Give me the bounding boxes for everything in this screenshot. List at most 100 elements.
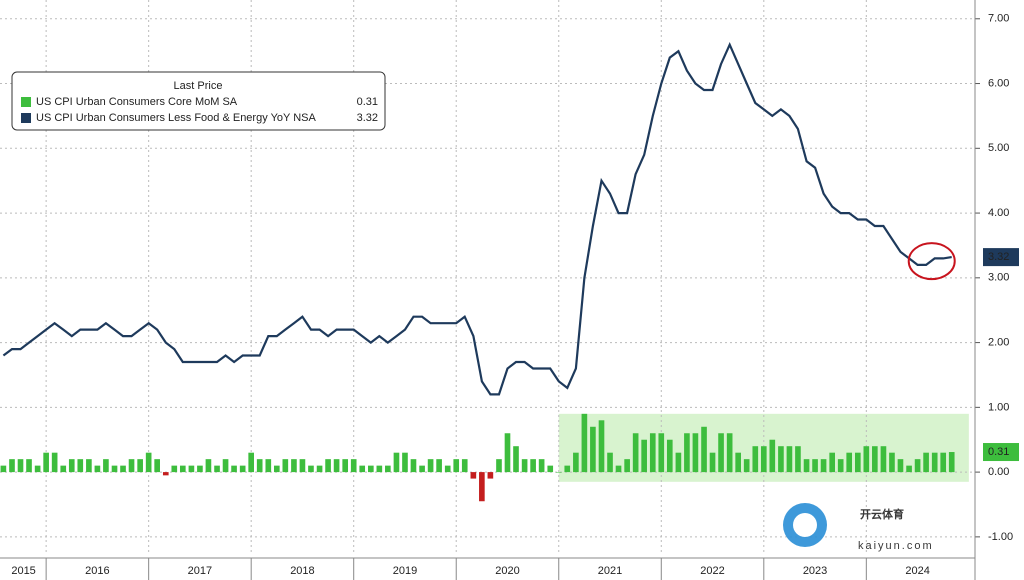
- bar: [461, 459, 468, 473]
- x-tick-label: 2020: [495, 565, 519, 577]
- bar: [854, 452, 861, 473]
- bar: [359, 465, 366, 473]
- bar: [86, 459, 92, 473]
- bar: [931, 452, 938, 473]
- bar: [188, 465, 195, 473]
- bar: [778, 446, 784, 473]
- bar: [222, 459, 229, 473]
- bar: [564, 465, 571, 473]
- bar: [385, 465, 391, 473]
- bar: [632, 433, 639, 473]
- bar: [701, 426, 707, 473]
- bar: [154, 459, 160, 473]
- y-tick-label: 2.00: [988, 336, 1009, 348]
- bar: [316, 465, 323, 473]
- bar: [658, 433, 665, 473]
- bar: [265, 459, 272, 473]
- bar: [829, 452, 836, 473]
- bar: [803, 459, 810, 473]
- bar: [837, 459, 844, 473]
- bar: [752, 446, 759, 473]
- x-tick-label: 2023: [803, 565, 827, 577]
- bar: [248, 452, 255, 473]
- bar: [333, 459, 340, 473]
- bar: [530, 459, 536, 473]
- bar: [43, 452, 49, 473]
- bar: [923, 452, 929, 473]
- legend: Last Price US CPI Urban Consumers Core Mo…: [11, 71, 386, 131]
- value-tag-label: 3.32: [988, 251, 1009, 263]
- bar: [718, 433, 724, 473]
- y-tick-label: 7.00: [988, 13, 1009, 25]
- bar: [291, 459, 297, 473]
- y-tick-label: 1.00: [988, 401, 1009, 413]
- bar: [111, 465, 118, 473]
- bar: [282, 459, 289, 473]
- bar: [521, 459, 528, 473]
- bar: [0, 465, 7, 473]
- bar: [470, 472, 477, 479]
- bar: [145, 452, 152, 473]
- bar: [77, 459, 84, 473]
- bar: [846, 452, 853, 473]
- x-tick-label: 2021: [598, 565, 622, 577]
- bar: [684, 433, 690, 473]
- bar: [820, 459, 827, 473]
- bar: [872, 446, 878, 473]
- bar: [419, 465, 425, 473]
- y-tick-label: 4.00: [988, 207, 1009, 219]
- bar: [205, 459, 212, 473]
- x-tick-label: 2018: [290, 565, 314, 577]
- bar: [641, 439, 647, 473]
- bar: [17, 459, 24, 473]
- bar: [487, 472, 494, 479]
- line: [2, 41, 952, 396]
- bar: [906, 465, 912, 473]
- bar: [120, 465, 126, 473]
- y-tick-label: 6.00: [988, 77, 1009, 89]
- bar: [812, 459, 818, 473]
- bar: [162, 472, 169, 476]
- bar: [590, 426, 596, 473]
- bar: [940, 452, 947, 473]
- watermark-logo-inner: [793, 513, 817, 537]
- bar: [795, 446, 801, 473]
- legend-swatch: [21, 97, 31, 107]
- x-tick-label: 2024: [905, 565, 929, 577]
- bar: [743, 459, 750, 473]
- bar: [436, 459, 442, 473]
- bar: [197, 465, 203, 473]
- bar: [350, 459, 357, 473]
- bar: [214, 465, 220, 473]
- bar: [573, 452, 579, 473]
- bar: [914, 459, 921, 473]
- bar: [128, 459, 135, 473]
- bar: [615, 465, 622, 473]
- bar: [880, 446, 887, 473]
- bar: [325, 459, 331, 473]
- bar: [692, 433, 699, 473]
- bar: [393, 452, 400, 473]
- bar: [786, 446, 793, 473]
- value-tag: [983, 443, 1019, 462]
- bar: [760, 446, 767, 473]
- bar: [496, 459, 502, 473]
- legend-value: 0.31: [357, 96, 378, 108]
- bar: [256, 459, 263, 473]
- bar: [538, 459, 545, 473]
- legend-title: Last Price: [174, 80, 223, 92]
- bar: [555, 472, 562, 473]
- bar: [51, 452, 58, 473]
- bar: [863, 446, 870, 473]
- x-tick-label: 2017: [188, 565, 212, 577]
- bar: [444, 465, 451, 473]
- bar: [410, 459, 417, 473]
- bar: [103, 459, 109, 473]
- watermark-text: 开云体育: [860, 507, 904, 521]
- legend-box: [11, 71, 386, 131]
- bar: [402, 452, 408, 473]
- bar: [479, 472, 485, 502]
- bar: [624, 459, 630, 473]
